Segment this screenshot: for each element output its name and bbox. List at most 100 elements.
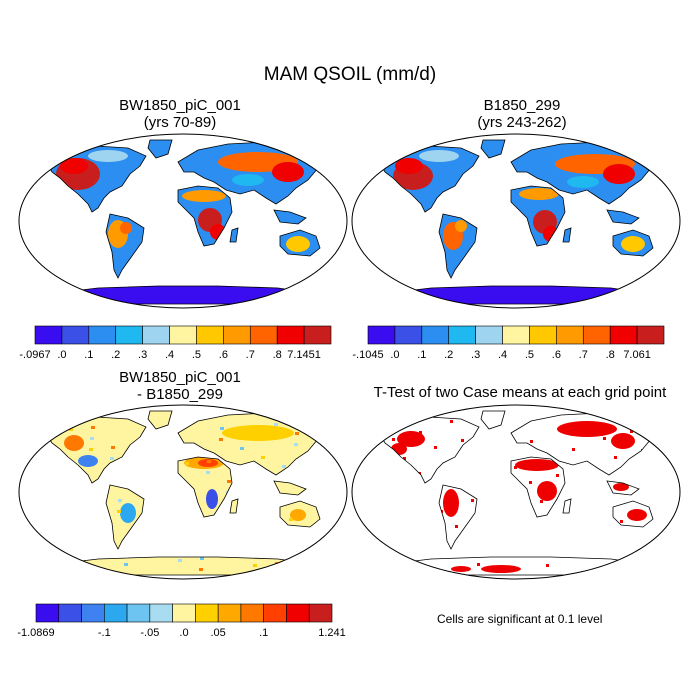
continent-antarctica xyxy=(48,286,318,304)
colorbar-swatch xyxy=(421,325,450,345)
coastline-australia xyxy=(279,500,321,528)
significance-cell xyxy=(572,448,575,451)
field-cell xyxy=(233,544,237,547)
map-border xyxy=(18,404,348,580)
colorbar-swatch xyxy=(104,603,128,623)
significance-cell xyxy=(466,544,469,547)
coastline-north-america xyxy=(45,416,147,484)
field-cell xyxy=(281,476,285,479)
panel-title-case1: BW1850_piC_001 (yrs 70-89) xyxy=(60,97,300,131)
significance-cell xyxy=(461,439,464,442)
colorbar-tick-label: .0 xyxy=(179,627,188,639)
field-cell xyxy=(55,472,59,475)
colorbar-swatch xyxy=(502,325,530,345)
panel-title-case2: B1850_299 (yrs 243-262) xyxy=(402,97,642,131)
field-region xyxy=(182,190,226,202)
colorbar-tick-label: .4 xyxy=(165,349,174,361)
significance-cell xyxy=(414,476,417,479)
significance-cell xyxy=(471,499,474,502)
colorbar-tick-label: .8 xyxy=(273,349,282,361)
field-cell xyxy=(130,477,134,480)
significance-cell xyxy=(614,456,617,459)
colorbar-swatch xyxy=(172,603,196,623)
significance-cell xyxy=(524,526,527,529)
field-cell xyxy=(83,534,87,537)
colorbar-swatch xyxy=(367,325,396,345)
map-ttest xyxy=(351,404,681,580)
significance-cell xyxy=(514,466,517,469)
map-border xyxy=(351,404,681,580)
field-cell xyxy=(151,486,155,489)
field-cell xyxy=(206,471,210,474)
field-cell xyxy=(267,520,271,523)
coastline-south-america xyxy=(438,484,478,550)
significance-area xyxy=(397,431,425,447)
field-region xyxy=(64,435,84,451)
colorbar-tick-label: .4 xyxy=(498,349,507,361)
colorbar-tick-label: .8 xyxy=(606,349,615,361)
colorbar-swatch xyxy=(240,603,264,623)
significance-cell xyxy=(656,464,659,467)
continent-africa xyxy=(178,457,232,517)
field-cell xyxy=(193,504,197,507)
significance-area xyxy=(481,565,521,573)
significance-cell xyxy=(619,561,622,564)
colorbar-swatch xyxy=(394,325,423,345)
field-cell xyxy=(171,506,175,509)
map-diff xyxy=(18,404,348,580)
field-cell xyxy=(247,500,251,503)
colorbar-swatch xyxy=(58,603,82,623)
field-cell xyxy=(295,432,299,435)
field-cell xyxy=(315,452,319,455)
field-cell xyxy=(144,433,148,436)
field-cell xyxy=(124,563,128,566)
significance-area xyxy=(515,459,559,471)
significance-cell xyxy=(472,458,475,461)
field-cell xyxy=(118,499,122,502)
field-region xyxy=(120,503,136,523)
significance-cell xyxy=(509,511,512,514)
field-cell xyxy=(282,465,286,468)
colorbar-tick-label: -.0967 xyxy=(19,349,50,361)
colorbar-swatch xyxy=(529,325,557,345)
significance-cell xyxy=(625,475,628,478)
coastline-australia xyxy=(612,229,654,257)
colorbar-swatch xyxy=(448,325,476,345)
coastline-australia xyxy=(279,229,321,257)
coastline-madagascar xyxy=(229,498,239,514)
field-cell xyxy=(199,568,203,571)
colorbar-swatch xyxy=(196,325,224,345)
field-cell xyxy=(186,451,190,454)
significance-area xyxy=(613,483,629,491)
field-cell xyxy=(234,533,238,536)
field-cell xyxy=(89,448,93,451)
field-cell xyxy=(91,426,95,429)
colorbar-tick-label: .2 xyxy=(444,349,453,361)
colorbar-swatch xyxy=(556,325,584,345)
field-cell xyxy=(179,548,183,551)
coastline-north-america xyxy=(378,416,480,484)
colorbar-tick-label: -.05 xyxy=(140,627,159,639)
field-cell xyxy=(213,524,217,527)
field-region xyxy=(120,222,132,234)
field-cell xyxy=(63,514,67,517)
continent-europe-asia xyxy=(178,413,328,475)
significance-cell xyxy=(456,484,459,487)
significance-cell xyxy=(450,420,453,423)
significance-cell xyxy=(492,428,495,431)
continent-europe-asia xyxy=(511,413,661,475)
field-cell xyxy=(97,490,101,493)
significance-cell xyxy=(540,500,543,503)
colorbar-swatch xyxy=(88,325,117,345)
colorbar-tick-label: 7.1451 xyxy=(287,349,321,361)
colorbar-swatch xyxy=(475,325,503,345)
significance-cell xyxy=(503,447,506,450)
field-cell xyxy=(57,450,61,453)
field-cell xyxy=(220,427,224,430)
coastline-south-america xyxy=(105,213,145,279)
colorbar-tick-label: .0 xyxy=(390,349,399,361)
panel-title-case2-line2: (yrs 243-262) xyxy=(477,114,567,131)
field-cell xyxy=(90,437,94,440)
field-cell xyxy=(96,501,100,504)
significance-cell xyxy=(582,508,585,511)
